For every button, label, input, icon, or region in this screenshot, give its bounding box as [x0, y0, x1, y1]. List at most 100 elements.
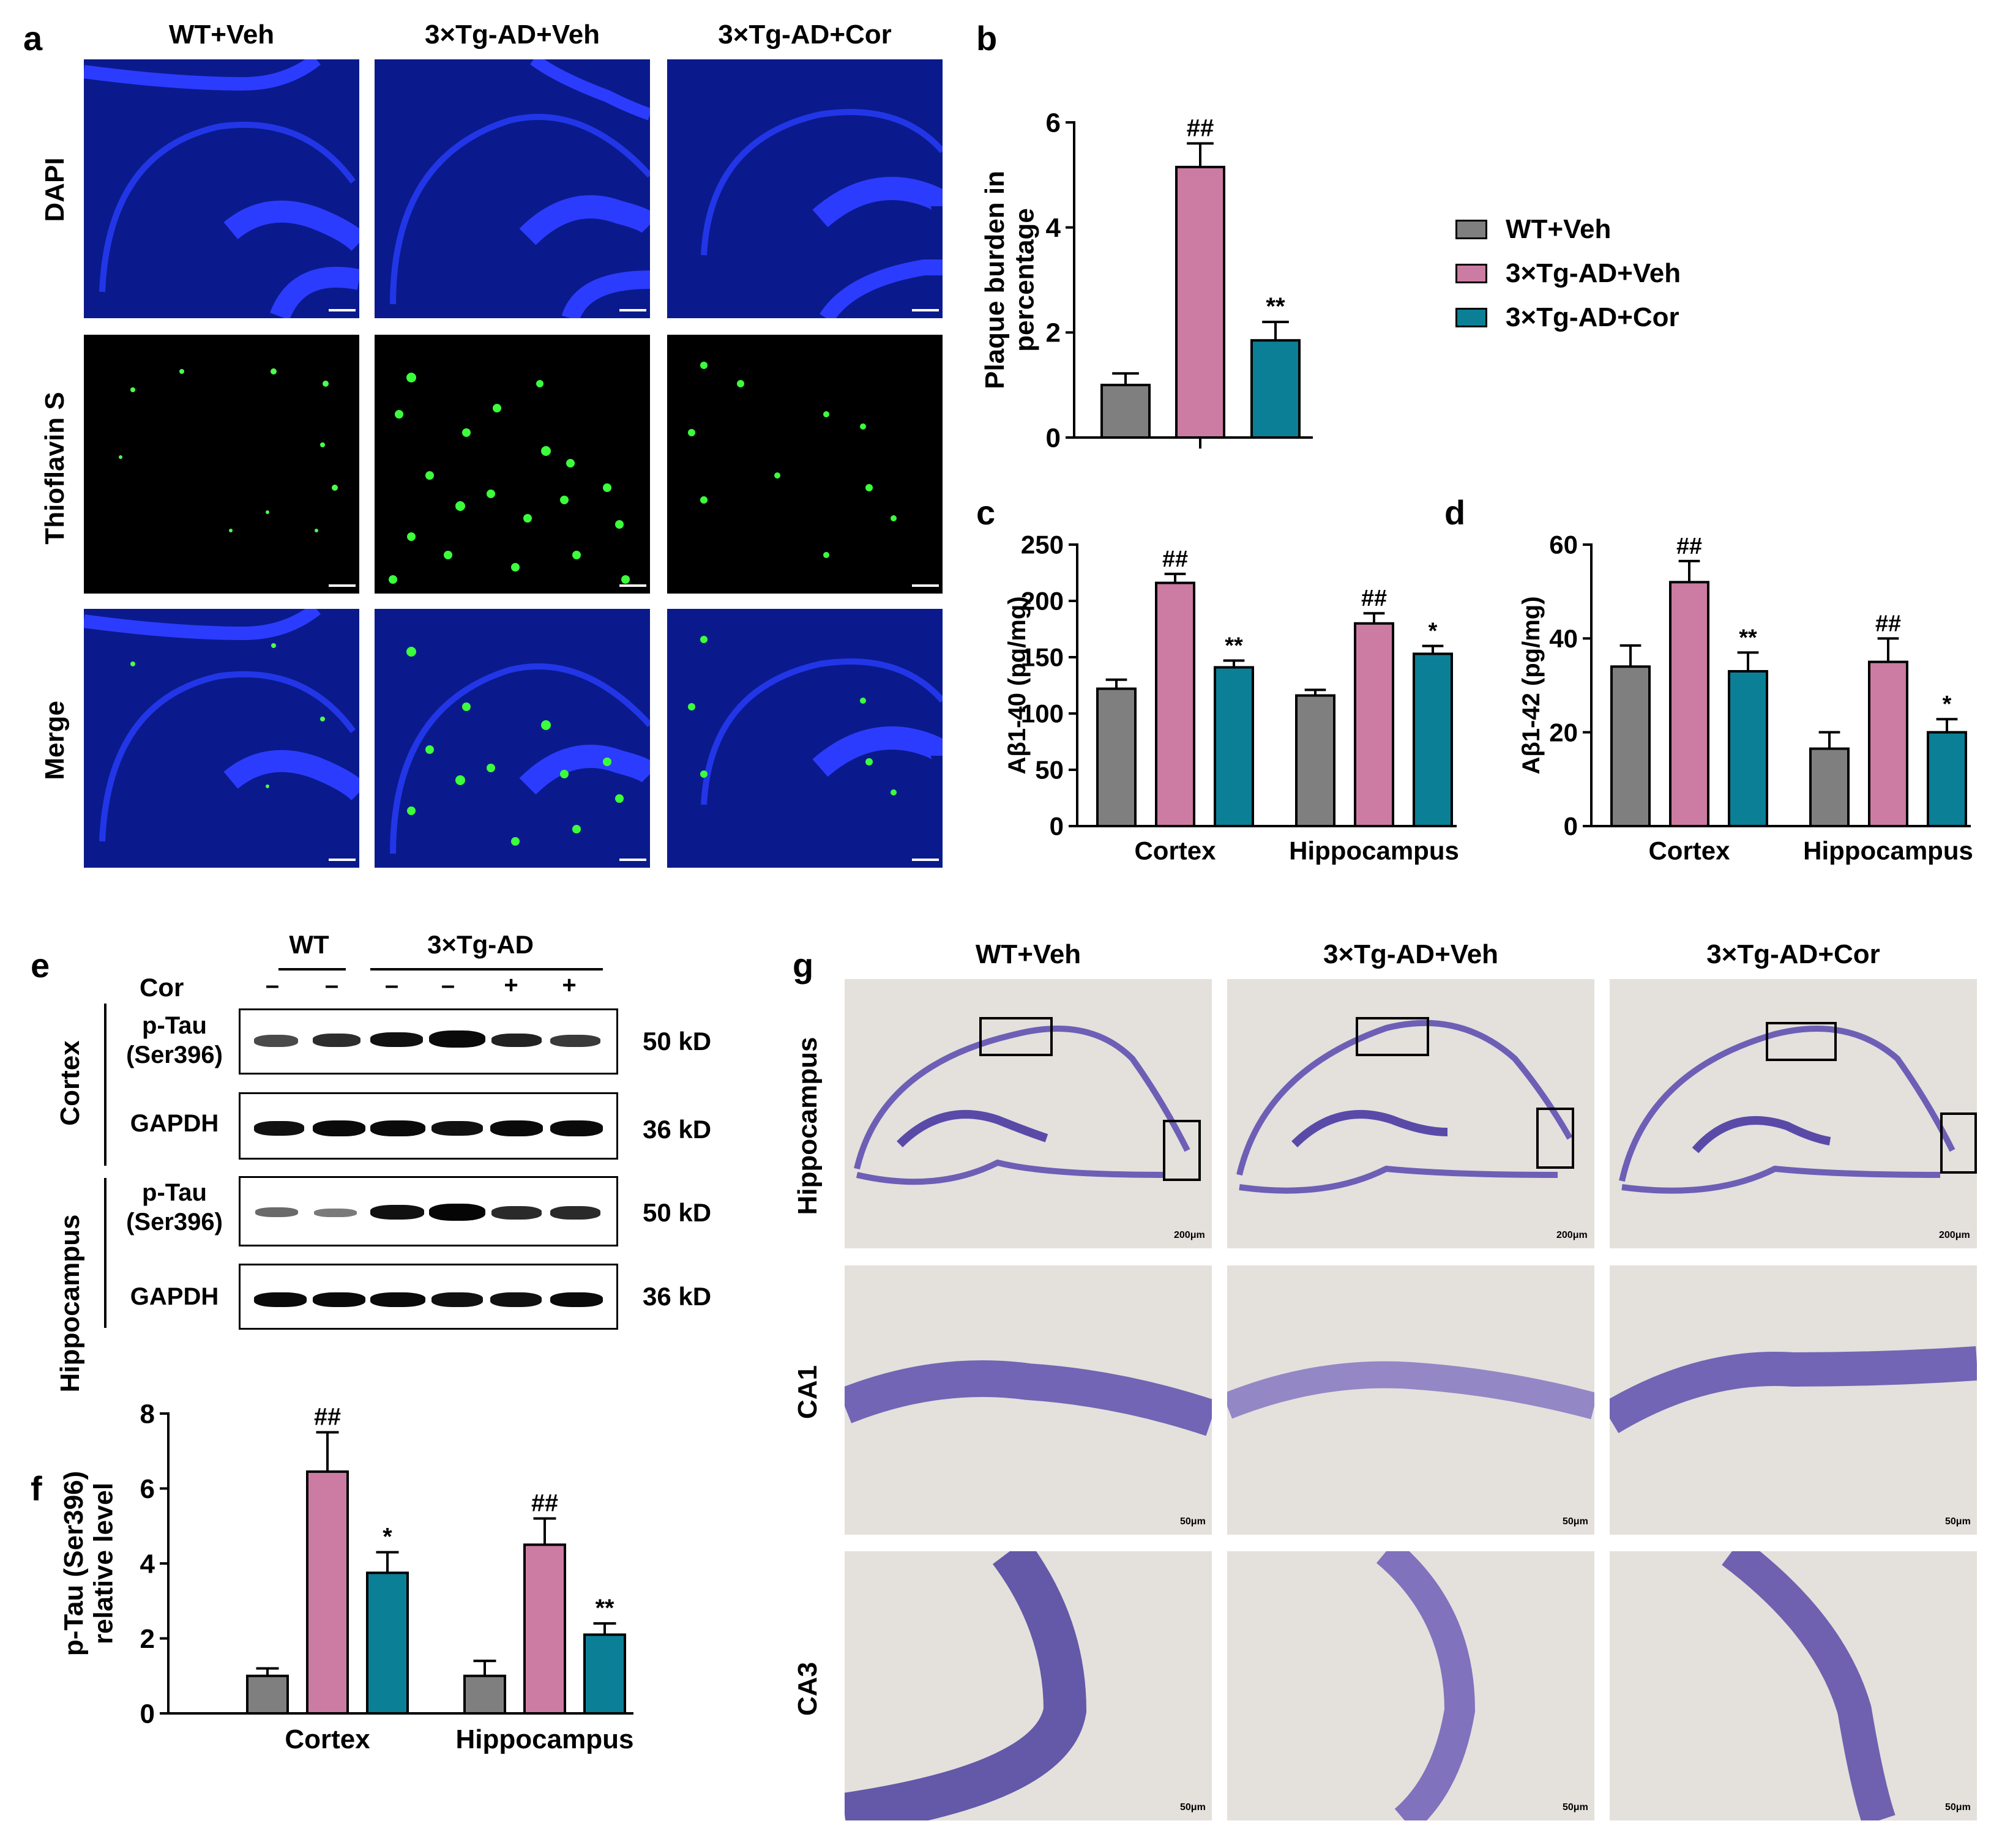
panel-label-d: d: [1444, 493, 1466, 532]
blot-band: [314, 1209, 357, 1217]
scale-label: 200μm: [1174, 1230, 1205, 1240]
x-category-label: Hippocampus: [1803, 836, 1973, 865]
blot-ptau-hippocampus: [239, 1176, 618, 1246]
blot-band: [313, 1292, 365, 1307]
blot-kd: 36 kD: [643, 1282, 712, 1311]
nissl-hippocampus-tg-veh: 200μm: [1227, 979, 1594, 1248]
y-tick-label: 60: [1549, 531, 1578, 559]
cor-sign: –: [441, 972, 455, 999]
group-label-tg: 3×Tg-AD: [427, 930, 534, 959]
nissl-ca3-wt: 50μm: [845, 1551, 1212, 1820]
blot-band: [550, 1206, 600, 1220]
group-label-wt: WT: [289, 930, 329, 959]
panel-a-row-label-merge: Merge: [40, 701, 70, 780]
chart-b: 0 2 4 6 ## ** Plaque burden inpercentage: [980, 108, 1313, 453]
scale-bar: [912, 859, 939, 861]
nissl-hippocampus-wt: 200μm: [845, 979, 1212, 1248]
blot-band: [429, 1030, 485, 1048]
y-tick-label: 100: [1021, 699, 1064, 728]
blot-band: [370, 1120, 425, 1136]
panel-g-row-label-ca3: CA3: [793, 1661, 823, 1716]
panel-a-row-label-dapi: DAPI: [40, 157, 70, 222]
merge-overlay: [84, 609, 359, 842]
blot-band: [550, 1035, 600, 1047]
y-axis-label: Aβ1-40 (pg/mg): [1004, 596, 1031, 774]
blot-band: [490, 1120, 543, 1136]
blot-kd: 50 kD: [643, 1027, 712, 1056]
scale-label: 50μm: [1945, 1516, 1971, 1527]
y-axis-label: Plaque burden inpercentage: [980, 171, 1039, 389]
blot-band: [490, 1292, 542, 1307]
thioflavin-plaques: [688, 362, 897, 558]
significance-label: ##: [1361, 586, 1387, 611]
thioflavin-plaques: [389, 373, 630, 584]
significance-label: **: [1266, 293, 1285, 320]
scale-label: 50μm: [1180, 1516, 1206, 1527]
blot-band: [370, 1205, 424, 1220]
roi-box-ca1: [1356, 1017, 1429, 1056]
nissl-hippocampus-shape: [854, 1026, 1190, 1185]
y-tick-label: 4: [1046, 213, 1061, 243]
legend-label: WT+Veh: [1506, 214, 1612, 244]
bar: [1175, 165, 1225, 439]
cor-sign: –: [265, 972, 280, 999]
merge-image-wt: [84, 609, 359, 868]
panel-a-row-label-thioflavin: Thioflavin S: [40, 392, 70, 545]
y-tick-label: 4: [140, 1549, 155, 1579]
roi-box-ca3: [1940, 1112, 1977, 1174]
panel-label-e: e: [31, 946, 50, 985]
blot-band: [255, 1207, 298, 1217]
blot-band: [491, 1206, 542, 1220]
nissl-ca1-layer: [1610, 1346, 1977, 1434]
bar: [1413, 652, 1453, 827]
blot-band: [431, 1121, 483, 1136]
x-category-label: Hippocampus: [1289, 836, 1459, 865]
panel-a-col-title-1: WT+Veh: [168, 20, 275, 50]
scale-bar: [619, 309, 646, 311]
significance-label: ##: [1875, 611, 1901, 636]
dapi-hippocampus-shape: [390, 59, 650, 318]
blot-label-gapdh-hippocampus: GAPDH: [130, 1283, 219, 1310]
panel-g-col-title-2: 3×Tg-AD+Veh: [1323, 939, 1499, 969]
blot-ptau-cortex: [239, 1008, 618, 1075]
significance-label: *: [1429, 619, 1438, 644]
scale-label: 200μm: [1556, 1230, 1588, 1240]
x-category-label: Cortex: [1648, 836, 1730, 865]
panel-label-f: f: [31, 1469, 42, 1508]
region-line-hippocampus: [104, 1178, 106, 1328]
significance-label: **: [1225, 633, 1243, 659]
nissl-ca3-layer: [1722, 1551, 1896, 1820]
bar: [1728, 670, 1768, 827]
blot-band: [550, 1292, 603, 1307]
panel-label-g: g: [793, 946, 814, 985]
blot-gapdh-hippocampus: [239, 1264, 618, 1330]
thioflavin-plaques: [119, 368, 338, 532]
scale-label: 50μm: [1180, 1802, 1206, 1813]
region-line-cortex: [104, 1004, 106, 1166]
bar: [366, 1571, 409, 1715]
nissl-ca3-tg-veh: 50μm: [1227, 1551, 1594, 1820]
region-label-hippocampus: Hippocampus: [55, 1214, 85, 1393]
roi-box-ca3: [1163, 1120, 1201, 1181]
blot-label-ptau-cortex: p-Tau (Ser396): [126, 1012, 223, 1068]
panel-a-col-title-2: 3×Tg-AD+Veh: [424, 20, 600, 50]
bar: [1155, 581, 1195, 827]
blot-band: [313, 1034, 360, 1047]
blot-band: [313, 1120, 365, 1136]
group-line-wt: [278, 968, 346, 971]
merge-image-tg-veh: [375, 609, 650, 868]
bar: [1100, 384, 1151, 439]
dapi-image-tg-veh: [375, 59, 650, 318]
bar: [463, 1674, 506, 1715]
blot-label-gapdh-cortex: GAPDH: [130, 1110, 219, 1137]
panel-g-row-label-ca1: CA1: [793, 1365, 823, 1420]
bar: [1927, 731, 1967, 827]
thioflavin-image-tg-veh: [375, 335, 650, 594]
legend-item-tg-cor: 3×Tg-AD+Cor: [1455, 302, 1679, 333]
bar: [1610, 665, 1651, 827]
blot-band: [429, 1204, 485, 1221]
bar: [246, 1674, 289, 1715]
significance-label: **: [596, 1595, 614, 1622]
cor-sign: –: [324, 972, 339, 999]
nissl-ca1-tg-veh: 50μm: [1227, 1265, 1594, 1535]
